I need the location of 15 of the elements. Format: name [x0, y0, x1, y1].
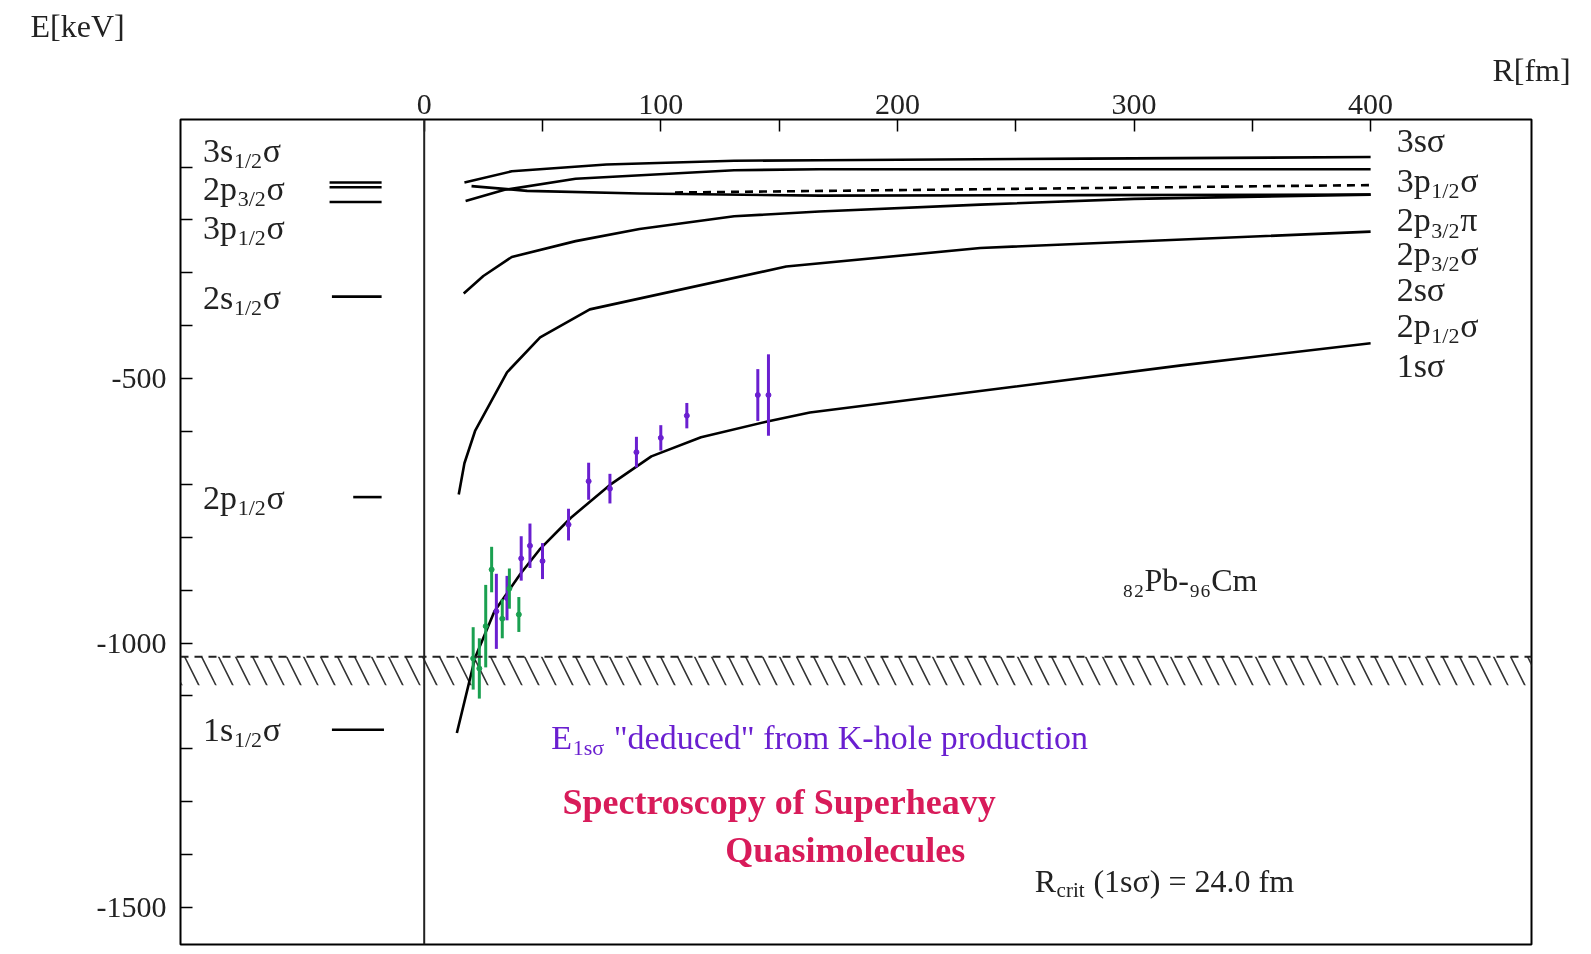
x-tick-label: 400 [1348, 86, 1394, 120]
annotation: ₈₂Pb-₉₆Cm [1122, 561, 1258, 598]
annotation: 3sσ [1396, 121, 1446, 159]
annotation: 2sσ [1396, 271, 1446, 309]
x-tick-label: 0 [416, 86, 432, 120]
x-tick-label: 200 [874, 86, 920, 120]
y-axis-title: E[keV] [30, 7, 125, 44]
y-tick-label: -1000 [96, 625, 167, 659]
x-tick-label: 300 [1111, 86, 1157, 120]
x-tick-label: 100 [638, 86, 684, 120]
y-tick-label: -1500 [96, 889, 167, 923]
x-axis-title: R[fm] [1492, 51, 1571, 88]
y-tick-label: -500 [111, 361, 167, 395]
annotation: 1sσ [1396, 346, 1446, 384]
text: Spectroscopy of Superheavy Quasimolecules [562, 781, 996, 870]
